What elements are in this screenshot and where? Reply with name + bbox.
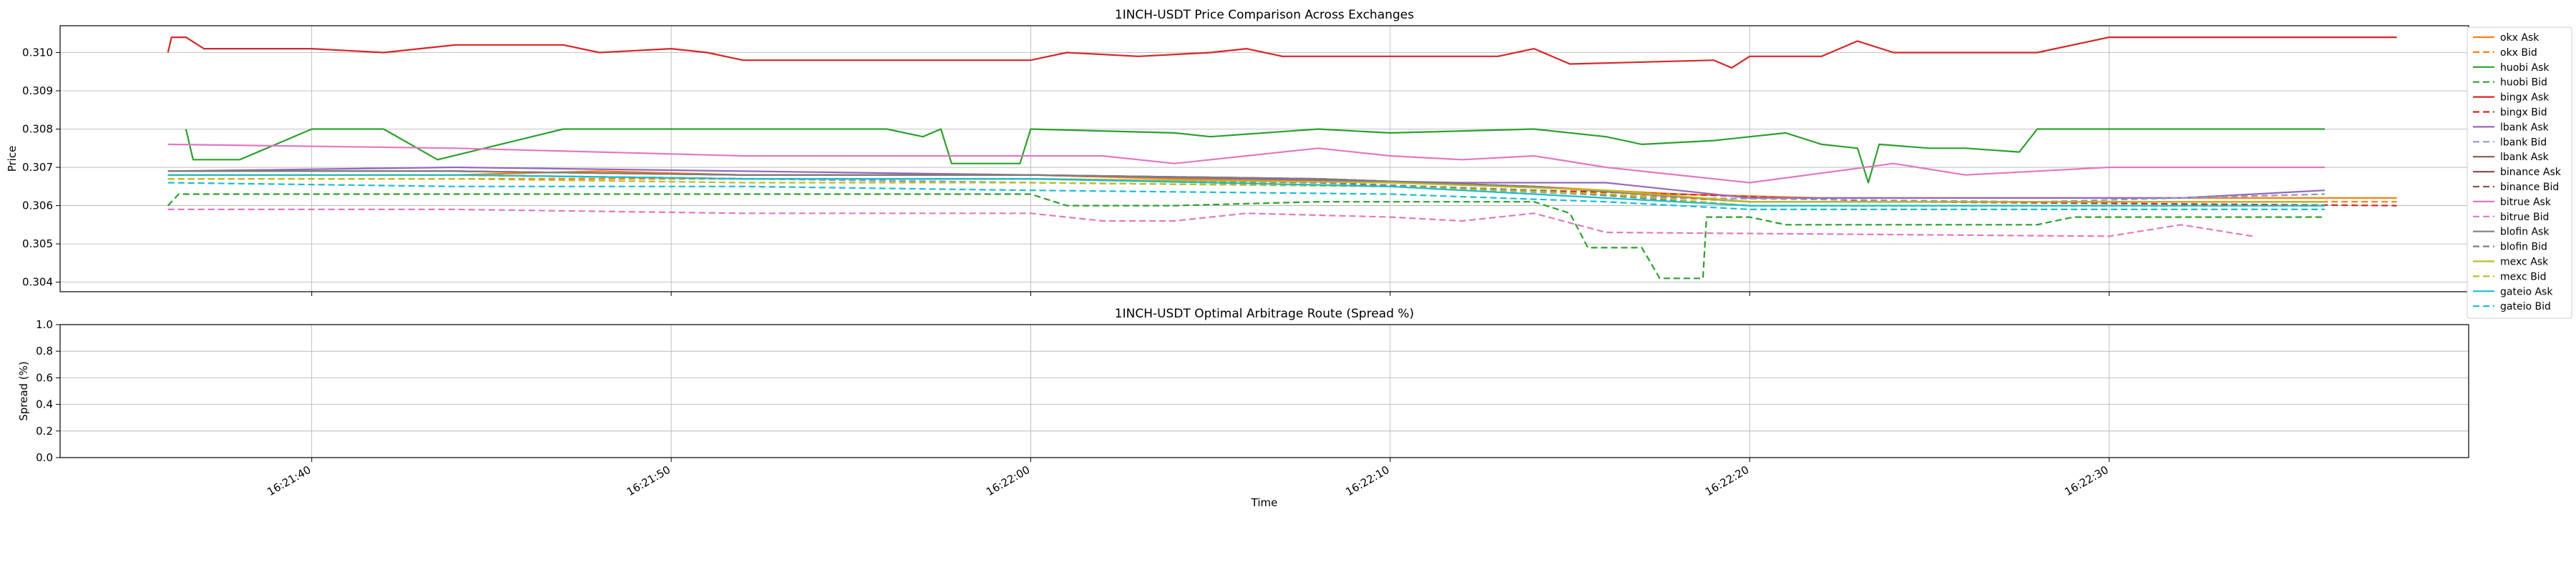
series-line-12 xyxy=(167,208,2253,237)
legend-label-11: bitrue Ask xyxy=(2500,197,2552,208)
axes-frame xyxy=(59,25,2469,292)
legend-label-4: bingx Ask xyxy=(2500,92,2550,104)
x-tick-label: 16:21:50 xyxy=(625,463,673,498)
y-tick-label: 0.0 xyxy=(36,451,53,464)
y-tick-label: 0.8 xyxy=(36,345,53,358)
legend-label-15: mexc Ask xyxy=(2500,257,2549,268)
legend-label-2: huobi Ask xyxy=(2500,62,2550,74)
x-tick-label: 16:22:00 xyxy=(984,463,1032,498)
y-axis-label: Spread (%) xyxy=(17,361,30,421)
y-tick-label: 1.0 xyxy=(36,318,53,331)
series-line-11 xyxy=(167,143,2325,184)
legend-label-16: mexc Bid xyxy=(2500,271,2547,282)
series-line-2 xyxy=(185,128,2325,184)
y-tick-label: 0.308 xyxy=(22,123,53,136)
legend: okx Ask okx Bid huobi Ask huobi Bid bingx As… xyxy=(2467,26,2572,319)
y-tick-label: 0.6 xyxy=(36,371,53,384)
legend-label-10: binance Bid xyxy=(2500,182,2559,193)
y-tick-label: 0.306 xyxy=(22,199,53,212)
y-tick-label: 0.309 xyxy=(22,84,53,97)
x-tick-label: 16:22:30 xyxy=(2062,463,2110,498)
series-line-4 xyxy=(167,36,2397,69)
x-tick-label: 16:22:20 xyxy=(1703,463,1751,498)
legend-label-18: gateio Bid xyxy=(2500,301,2551,312)
legend-label-0: okx Ask xyxy=(2500,32,2540,44)
legend-label-6: lbank Ask xyxy=(2500,122,2550,133)
y-tick-label: 0.305 xyxy=(22,237,53,250)
price-comparison-panel: 0.304 0.305 0.306 0.307 0.308 0.309 0.310 1INCH… xyxy=(6,8,2469,296)
y-tick-label: 0.304 xyxy=(22,276,53,289)
series-line-17 xyxy=(167,174,2325,207)
series-line-3 xyxy=(167,193,2325,280)
y-tick-label: 0.307 xyxy=(22,161,53,174)
y-axis-label: Price xyxy=(6,146,19,172)
legend-label-1: okx Bid xyxy=(2500,47,2537,59)
axes-frame xyxy=(59,324,2469,458)
y-tick-label: 0.4 xyxy=(36,398,53,411)
panel-title: 1INCH-USDT Optimal Arbitrage Route (Spre… xyxy=(1115,307,1414,321)
legend-label-5: bingx Bid xyxy=(2500,107,2547,119)
x-tick-label: 16:22:10 xyxy=(1343,463,1391,498)
legend-label-13: blofin Ask xyxy=(2500,227,2550,238)
legend-label-3: huobi Bid xyxy=(2500,77,2547,89)
series-line-18 xyxy=(167,182,2325,210)
x-tick-label: 16:21:40 xyxy=(265,463,313,498)
spread-panel: 0.0 0.2 0.4 0.6 0.8 1.0 16:21:40 16:21:50 16:22:… xyxy=(17,307,2469,509)
y-tick-label: 0.2 xyxy=(36,425,53,438)
y-tick-label: 0.310 xyxy=(22,46,53,59)
legend-label-17: gateio Ask xyxy=(2500,286,2553,297)
legend-label-9: binance Ask xyxy=(2500,167,2562,178)
legend-label-14: blofin Bid xyxy=(2500,242,2547,253)
legend-label-12: bitrue Bid xyxy=(2500,212,2549,223)
legend-label-8: lbank Ask xyxy=(2500,152,2550,163)
x-axis-label: Time xyxy=(1251,496,1278,509)
legend-box xyxy=(2467,26,2572,319)
legend-label-7: lbank Bid xyxy=(2500,137,2547,148)
panel-title: 1INCH-USDT Price Comparison Across Excha… xyxy=(1115,8,1414,22)
